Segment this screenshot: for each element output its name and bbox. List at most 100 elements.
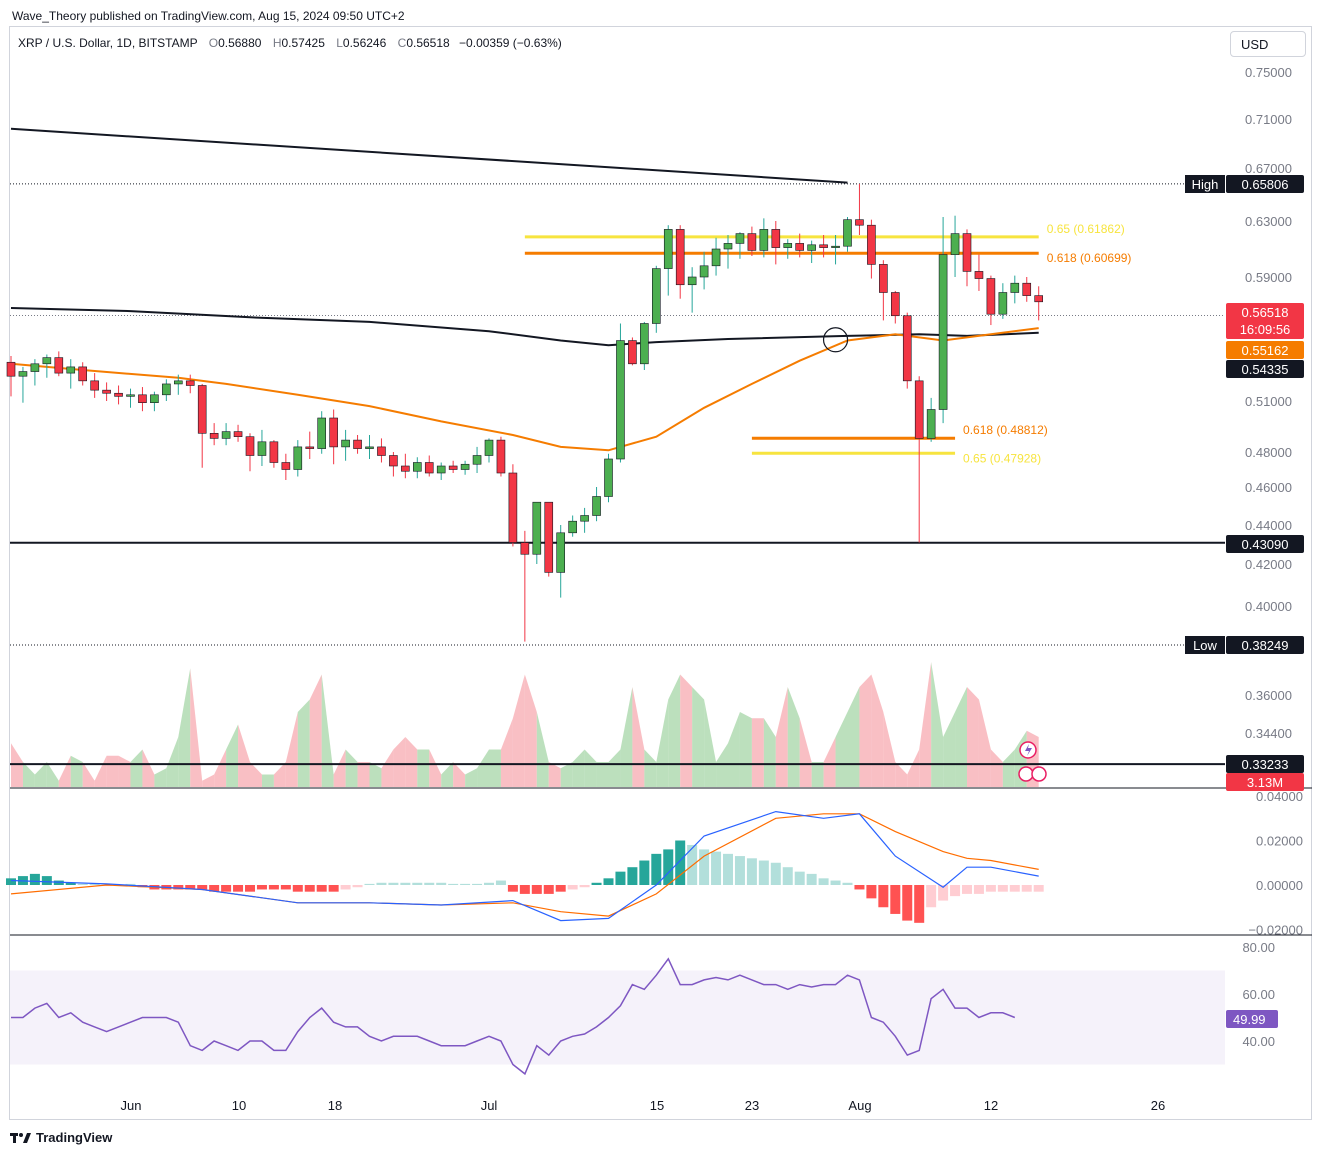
price-axis-tick: 0.46000 — [1245, 480, 1292, 495]
fib-level-label: 0.65 (0.47928) — [963, 451, 1041, 465]
volume-area-segment — [704, 699, 717, 787]
tradingview-logo[interactable]: TradingView — [10, 1130, 112, 1145]
high-value: 0.57425 — [281, 36, 325, 50]
time-axis-tick: 10 — [232, 1098, 246, 1113]
volume-area-segment — [895, 762, 908, 787]
volume-area-segment — [58, 755, 71, 787]
volume-area-segment — [763, 718, 776, 787]
price-axis-tick: 0.40000 — [1245, 599, 1292, 614]
volume-area-segment — [11, 743, 23, 787]
volume-area-segment — [644, 749, 657, 787]
low-price-tag: Low 0.38249 — [1185, 636, 1304, 654]
candle-body — [102, 389, 111, 394]
price-axis-tick: 0.34400 — [1245, 726, 1292, 741]
ema50-price-tag: 0.55162 — [1226, 341, 1304, 359]
candle-body — [472, 455, 482, 465]
volume-area-segment — [608, 749, 621, 787]
candle-body — [448, 465, 458, 470]
ema200-line — [10, 307, 1039, 347]
macd-histogram-bar — [1021, 885, 1032, 892]
candle-body — [317, 417, 327, 449]
volume-value-tag-value: 3.13M — [1247, 775, 1283, 790]
candle-body — [496, 439, 506, 474]
macd-histogram-bar — [472, 883, 483, 885]
high-price-tag: High 0.65806 — [1185, 175, 1304, 193]
macd-histogram-bar — [280, 885, 291, 890]
tradingview-wordmark: TradingView — [36, 1130, 113, 1145]
macd-histogram-bar — [519, 885, 530, 894]
macd-histogram-bar — [448, 883, 459, 885]
volume-area-segment — [967, 687, 979, 787]
volume-area-segment — [118, 755, 131, 787]
candle-body — [18, 371, 28, 377]
high-price-tag-box — [1226, 175, 1304, 193]
price-axis-tick: 0.75000 — [1245, 65, 1292, 80]
volume-area-segment — [106, 755, 119, 787]
macd-histogram-bar — [711, 851, 722, 885]
high-price-tag-value: 0.65806 — [1242, 177, 1289, 192]
candle-body — [377, 446, 386, 456]
volume-area-segment — [656, 699, 669, 787]
macd-histogram-bar — [591, 882, 602, 885]
macd-layer — [6, 810, 1044, 923]
macd-histogram-bar — [615, 871, 626, 885]
price-axis-tick: 0.42000 — [1245, 557, 1292, 572]
time-axis-tick: Aug — [848, 1098, 871, 1113]
price-axis-tick: 0.59000 — [1245, 270, 1292, 285]
low-price-tag-label-box — [1185, 636, 1225, 654]
time-axis-tick: 23 — [745, 1098, 759, 1113]
macd-histogram-bar — [579, 885, 590, 888]
volume-area-segment — [500, 718, 513, 787]
candle-body — [771, 229, 781, 248]
candle-body — [783, 243, 793, 248]
time-axis-tick: 26 — [1151, 1098, 1165, 1113]
candle-body — [66, 366, 76, 374]
volume-area-segment — [22, 762, 35, 787]
macd-histogram-bar — [842, 882, 853, 885]
price-axis-tick: 0.44000 — [1245, 518, 1292, 533]
macd-histogram-bar — [723, 853, 733, 885]
macd-histogram-bar — [734, 856, 745, 885]
candle-body — [460, 463, 470, 470]
high-price-tag-label-box — [1185, 175, 1225, 193]
macd-axis-tick: 0.00000 — [1256, 878, 1303, 893]
volume-area-segment — [226, 724, 239, 787]
candle-body — [162, 383, 171, 396]
macd-histogram-bar — [985, 885, 996, 892]
candle-body — [855, 219, 864, 226]
level-price-tag: 0.33233 — [1226, 755, 1304, 773]
price-axis-tick: 0.51000 — [1245, 394, 1292, 409]
volume-area-segment — [907, 749, 920, 787]
candle-body — [747, 233, 757, 251]
macd-axis-tick: −0.02000 — [1248, 923, 1303, 938]
candle-body — [269, 441, 279, 463]
candle-body — [30, 363, 40, 372]
macd-histogram-bar — [268, 885, 279, 890]
candle-body — [185, 380, 195, 386]
low-price-tag-label: Low — [1193, 638, 1217, 653]
macd-histogram-bar — [818, 878, 829, 885]
rsi-band — [10, 970, 1225, 1065]
currency-button[interactable]: USD — [1230, 31, 1306, 57]
candle-body — [412, 462, 422, 472]
macd-histogram-bar — [185, 885, 196, 890]
macd-histogram-bar — [245, 885, 255, 892]
ema50-line — [10, 327, 1039, 452]
candle-body — [663, 229, 673, 269]
macd-histogram-bar — [794, 871, 805, 885]
current-price-tag-box — [1226, 303, 1304, 339]
volume-area-segment — [214, 749, 227, 787]
macd-histogram-bar — [639, 860, 650, 885]
candle-body — [114, 392, 123, 397]
candle-body — [520, 542, 530, 555]
candle-body — [604, 458, 613, 497]
rsi-value-tag-text: 49.99 — [1233, 1012, 1266, 1027]
volume-area-segment — [524, 674, 537, 787]
macd-axis-tick: 0.04000 — [1256, 789, 1303, 804]
candle-body — [986, 278, 996, 315]
macd-histogram-bar — [65, 882, 76, 885]
macd-histogram-bar — [197, 885, 208, 890]
volume-area-segment — [596, 762, 609, 787]
macd-histogram-bar — [89, 883, 100, 885]
